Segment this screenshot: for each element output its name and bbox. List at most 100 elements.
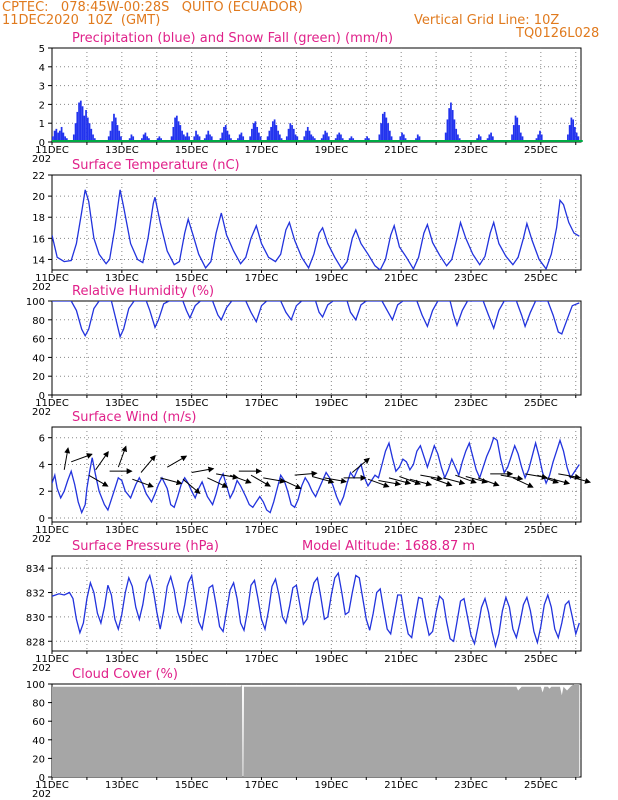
precip-bar bbox=[266, 136, 269, 142]
precip-bar bbox=[142, 134, 145, 142]
pressure-year-label: 202 bbox=[32, 663, 51, 674]
precip-bar bbox=[179, 125, 182, 142]
wind-vector bbox=[465, 476, 488, 484]
precip-bar bbox=[388, 130, 391, 142]
cloud-xtick-label: 23DEC bbox=[454, 780, 488, 791]
precip-bar bbox=[568, 125, 571, 142]
precip-bar bbox=[221, 132, 224, 142]
pressure-xtick-label: 21DEC bbox=[384, 654, 418, 665]
precip-bar bbox=[188, 136, 190, 142]
precip-bar bbox=[278, 134, 281, 142]
precip-bar bbox=[60, 126, 63, 142]
cloud-xtick-label: 25DEC bbox=[524, 780, 558, 791]
precip-bar bbox=[177, 121, 180, 142]
wind-xtick-label: 13DEC bbox=[105, 525, 139, 536]
precip-bar bbox=[92, 134, 94, 142]
precip-bar bbox=[275, 125, 278, 142]
precip-bar bbox=[451, 110, 454, 142]
precip-bar bbox=[172, 126, 175, 142]
cloud-ytick-label: 0 bbox=[39, 773, 45, 784]
cloud-xtick-label: 17DEC bbox=[245, 780, 279, 791]
precip-xtick-label: 25DEC bbox=[524, 145, 558, 156]
wind-frame bbox=[51, 426, 582, 523]
wind-vector bbox=[455, 474, 477, 484]
precip-bar bbox=[479, 136, 482, 142]
precip-bar bbox=[310, 134, 313, 142]
temp-xtick-label: 19DEC bbox=[314, 273, 348, 284]
wind-series-line bbox=[52, 436, 580, 515]
temp-ytick-label: 22 bbox=[32, 171, 45, 182]
precip-bar bbox=[567, 134, 569, 142]
wind-xtick-label: 17DEC bbox=[245, 525, 279, 536]
pressure-xtick-label: 25DEC bbox=[524, 654, 558, 665]
precip-bar bbox=[390, 136, 393, 142]
temp-series-line bbox=[52, 189, 580, 270]
wind-vector bbox=[140, 454, 156, 473]
temp-frame bbox=[51, 174, 582, 271]
precip-bar bbox=[312, 136, 314, 142]
temp-ytick-label: 14 bbox=[32, 255, 45, 266]
precip-bar bbox=[116, 125, 119, 142]
humidity-xtick-label: 11DEC bbox=[35, 398, 69, 409]
pressure-series-line bbox=[52, 571, 580, 649]
humidity-xtick-label: 25DEC bbox=[524, 398, 558, 409]
cloud-xtick-label: 15DEC bbox=[175, 780, 209, 791]
precip-ytick-label: 3 bbox=[39, 82, 45, 93]
precip-bar bbox=[252, 123, 255, 142]
temp-panel: 14 16 18 20 22 11DEC 13DEC 15DEC 17DEC 19DEC 21DEC… bbox=[32, 158, 582, 293]
precip-bar bbox=[378, 134, 381, 142]
precip-xtick-label: 17DEC bbox=[245, 145, 279, 156]
precip-bar bbox=[305, 130, 307, 142]
precip-bar bbox=[273, 119, 276, 142]
precip-bar bbox=[259, 136, 262, 142]
precip-bar bbox=[514, 115, 517, 142]
precip-bar bbox=[518, 125, 520, 142]
wind-vector bbox=[160, 477, 183, 486]
wind-ytick-label: 2 bbox=[39, 487, 45, 498]
precip-xtick-label: 19DEC bbox=[314, 145, 348, 156]
precip-bar bbox=[90, 128, 93, 142]
precip-bar bbox=[381, 113, 384, 142]
precip-bar bbox=[258, 132, 260, 142]
humidity-ytick-label: 80 bbox=[32, 316, 45, 327]
precip-bar bbox=[327, 136, 330, 142]
humidity-xtick-label: 17DEC bbox=[245, 398, 279, 409]
wind-vector bbox=[388, 477, 412, 486]
precip-bar bbox=[182, 134, 185, 142]
cloud-ytick-label: 20 bbox=[32, 754, 45, 765]
precip-bar bbox=[118, 130, 121, 142]
precip-bar bbox=[418, 136, 421, 142]
temp-ytick-label: 18 bbox=[32, 213, 45, 224]
wind-vector bbox=[442, 477, 466, 486]
wind-vector bbox=[409, 478, 433, 487]
precip-bar bbox=[285, 136, 288, 142]
humidity-xtick-label: 13DEC bbox=[105, 398, 139, 409]
wind-xtick-label: 11DEC bbox=[35, 525, 69, 536]
precip-bar bbox=[326, 132, 328, 142]
precip-bar bbox=[491, 136, 494, 142]
temp-ytick-label: 16 bbox=[32, 234, 45, 245]
temp-xtick-label: 21DEC bbox=[384, 273, 418, 284]
wind-xtick-label: 19DEC bbox=[314, 525, 348, 536]
precip-bar bbox=[83, 115, 86, 142]
cloud-xtick-label: 19DEC bbox=[314, 780, 348, 791]
precip-bar bbox=[88, 123, 91, 142]
precip-bar bbox=[158, 136, 161, 142]
precip-bar bbox=[324, 130, 327, 142]
precip-bar bbox=[271, 121, 274, 142]
cloud-xtick-label: 11DEC bbox=[35, 780, 69, 791]
precip-bar bbox=[209, 134, 211, 142]
wind-vector bbox=[477, 477, 500, 487]
wind-vector bbox=[95, 450, 109, 471]
temp-xtick-label: 11DEC bbox=[35, 273, 69, 284]
humidity-ytick-label: 20 bbox=[32, 372, 45, 383]
wind-vector bbox=[117, 445, 127, 468]
wind-vector bbox=[512, 477, 534, 488]
cloud-year-label: 202 bbox=[32, 789, 51, 800]
precip-bar bbox=[570, 117, 573, 142]
wind-vector bbox=[312, 476, 335, 484]
run-code: TQ0126L028 bbox=[516, 26, 600, 41]
precip-bar bbox=[303, 136, 306, 142]
precip-bar bbox=[512, 125, 515, 142]
